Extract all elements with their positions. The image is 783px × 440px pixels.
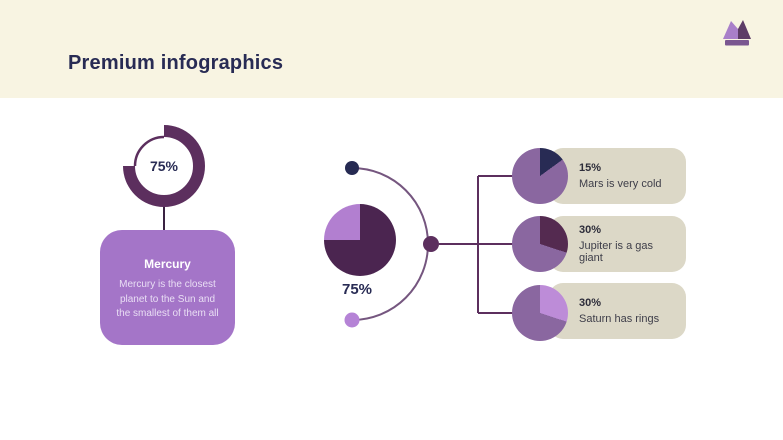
info-box-jupiter: 30% Jupiter is a gas giant bbox=[549, 216, 686, 272]
crown-icon bbox=[723, 20, 751, 46]
percent-label: 30% bbox=[579, 224, 602, 236]
card-title: Mercury bbox=[144, 257, 191, 271]
slide-header bbox=[0, 0, 783, 98]
arc-dot-top bbox=[345, 161, 359, 175]
arc-dot-bottom bbox=[344, 312, 360, 328]
percent-label: 30% bbox=[579, 297, 602, 309]
info-box-saturn: 30% Saturn has rings bbox=[549, 283, 686, 339]
description-label: Saturn has rings bbox=[579, 313, 660, 325]
arc-dot-middle bbox=[423, 236, 439, 252]
description-label: Jupiter is a gas giant bbox=[579, 240, 653, 264]
donut-filled-arc bbox=[123, 125, 205, 207]
donut-percent-label: 75% bbox=[149, 158, 179, 174]
donut-remainder-arc bbox=[133, 135, 165, 167]
description-label: Mars is very cold bbox=[579, 178, 662, 190]
mars-pie-chart bbox=[512, 148, 568, 204]
center-pie-chart bbox=[324, 204, 396, 276]
page-title: Premium infographics bbox=[68, 52, 284, 74]
saturn-pie-chart bbox=[512, 285, 568, 341]
mercury-card: Mercury Mercury is the closest planet to… bbox=[100, 230, 235, 345]
center-pie-percent-label: 75% bbox=[341, 281, 373, 298]
card-description: Mercury is the closest planet to the Sun… bbox=[116, 279, 219, 319]
donut-chart bbox=[123, 125, 205, 207]
info-box-mars: 15% Mars is very cold bbox=[549, 148, 686, 204]
percent-label: 15% bbox=[579, 162, 602, 174]
connector-tree bbox=[439, 175, 514, 314]
jupiter-pie-chart bbox=[512, 216, 568, 272]
